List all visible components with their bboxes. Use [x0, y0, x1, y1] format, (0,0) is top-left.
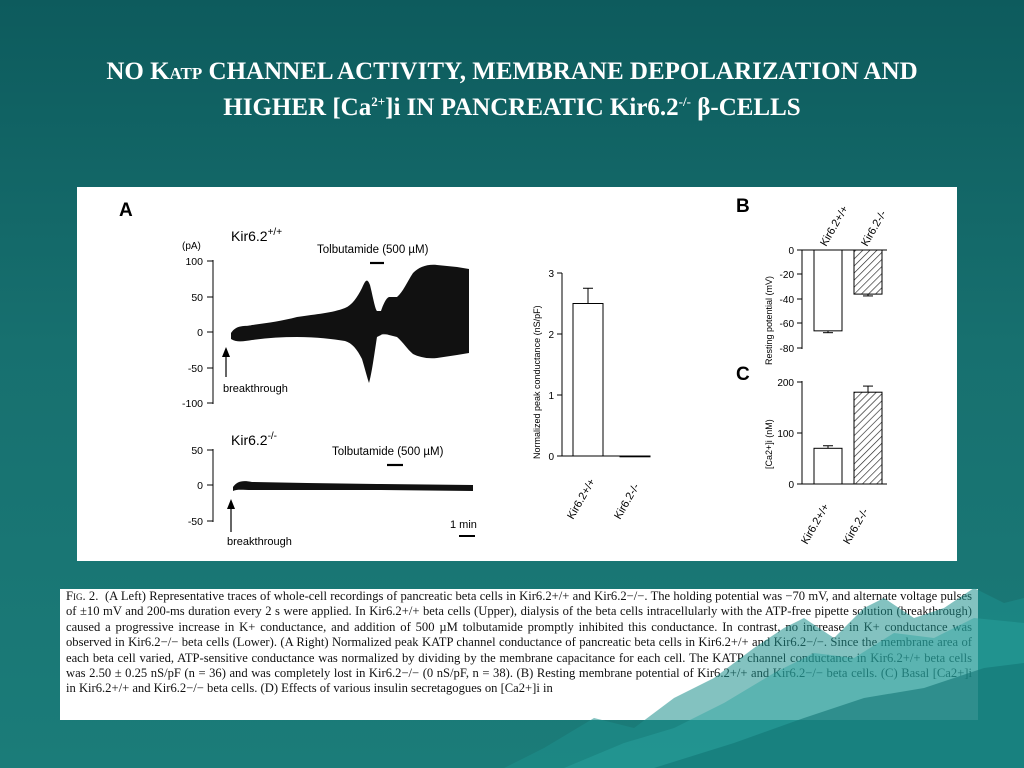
title-line-2: HIGHER [Ca2+]i IN PANCREATIC Kir6.2-/- β… [20, 91, 1004, 125]
bar-a-tick-label: 3 [548, 269, 554, 280]
upper-y-ticks: 100 50 0 -50 -100 [182, 256, 213, 410]
panel-b-tick-label: 0 [788, 246, 794, 257]
bar-0 [572, 303, 604, 457]
bar-a-cat-label: Kir6.2-/- [612, 481, 642, 521]
upper-current-trace [231, 264, 469, 383]
lower-genotype: Kir6.2-/- [231, 431, 277, 448]
arrow-head-icon [222, 347, 230, 357]
lower-tick-label: 0 [197, 480, 203, 492]
panel-a-letter: A [119, 200, 133, 221]
slide-title: NO KATP CHANNEL ACTIVITY, MEMBRANE DEPOL… [20, 55, 1004, 125]
bar-a-marks [572, 287, 651, 458]
panel-b-marks [813, 249, 883, 334]
upper-tick-label: -100 [182, 398, 203, 410]
panel-b-letter: B [736, 196, 750, 217]
panel-c-marks [813, 385, 883, 485]
title-text: HIGHER [Ca [223, 94, 372, 121]
panel-c-ticks: 200 100 0 [777, 378, 802, 491]
bar-a-tick-label: 1 [548, 391, 554, 402]
caption-label: Fig. 2. [66, 589, 99, 603]
panel-c-ylabel: [Ca2+]i (nM) [764, 419, 774, 469]
upper-tick-label: -50 [188, 363, 203, 375]
panel-c-tick-label: 200 [777, 378, 794, 389]
panel-b-tick-label: -20 [780, 270, 795, 281]
lower-current-trace [233, 481, 473, 491]
bar-a-ticks: 3 2 1 0 [548, 269, 562, 463]
bar-a-ylabel: Normalized peak conductance (nS/pF) [532, 305, 542, 459]
panel-b-cat-label: Kir6.2-/- [859, 208, 889, 248]
title-text: NO K [106, 58, 170, 85]
lower-tick-label: -50 [188, 516, 203, 528]
upper-drug-label: Tolbutamide (500 µM) [317, 244, 429, 256]
panel-c-tick-label: 100 [777, 429, 794, 440]
panel-b-ylabel: Resting potential (mV) [764, 276, 774, 365]
bar-a-cat-label: Kir6.2+/+ [565, 477, 598, 522]
bar-1 [619, 455, 651, 458]
upper-genotype: Kir6.2+/+ [231, 227, 282, 244]
title-text: CHANNEL ACTIVITY, MEMBRANE DEPOLARIZATIO… [202, 58, 918, 85]
lower-breakthrough-label: breakthrough [227, 536, 292, 548]
title-katp-sub: ATP [169, 64, 203, 83]
upper-breakthrough-label: breakthrough [223, 383, 288, 395]
panel-b-tick-label: -80 [780, 344, 795, 355]
panel-b-tick-label: -60 [780, 319, 795, 330]
lower-y-ticks: 50 0 -50 [188, 445, 213, 528]
title-line-1: NO KATP CHANNEL ACTIVITY, MEMBRANE DEPOL… [20, 55, 1004, 91]
bar-0 [813, 249, 843, 332]
panel-b-tick-label: -40 [780, 295, 795, 306]
title-sup: -/- [678, 94, 691, 109]
title-text: ]i IN PANCREATIC Kir6.2 [385, 94, 679, 121]
panel-c-cat-label: Kir6.2-/- [841, 506, 871, 546]
lower-tick-label: 50 [191, 445, 203, 457]
arrow-head-icon [227, 499, 235, 509]
bar-0 [813, 447, 843, 485]
bar-1 [853, 249, 883, 295]
bar-a-tick-label: 2 [548, 330, 554, 341]
upper-tick-label: 100 [185, 256, 203, 268]
title-sup: 2+ [371, 94, 386, 109]
figure-svg: A Kir6.2+/+ (pA) Tolbutamide (500 µM) 10… [119, 196, 889, 548]
caption-text: (A Left) Representative traces of whole-… [66, 589, 972, 696]
panel-c-tick-label: 0 [788, 480, 794, 491]
upper-unit-label: (pA) [182, 241, 201, 252]
time-scale-label: 1 min [450, 519, 477, 531]
panel-c-cat-label: Kir6.2+/+ [799, 502, 832, 547]
figure-caption: Fig. 2. (A Left) Representative traces o… [60, 589, 978, 720]
upper-tick-label: 0 [197, 327, 203, 339]
upper-tick-label: 50 [191, 292, 203, 304]
panel-b-ticks: 0 -20 -40 -60 -80 [780, 246, 802, 355]
lower-drug-label: Tolbutamide (500 µM) [332, 446, 444, 458]
title-text: β-CELLS [690, 94, 801, 121]
figure-panel: A Kir6.2+/+ (pA) Tolbutamide (500 µM) 10… [77, 187, 957, 561]
bar-1 [853, 391, 883, 485]
bar-a-tick-label: 0 [548, 452, 554, 463]
panel-c-letter: C [736, 364, 750, 385]
panel-b-cat-label: Kir6.2+/+ [818, 204, 851, 249]
